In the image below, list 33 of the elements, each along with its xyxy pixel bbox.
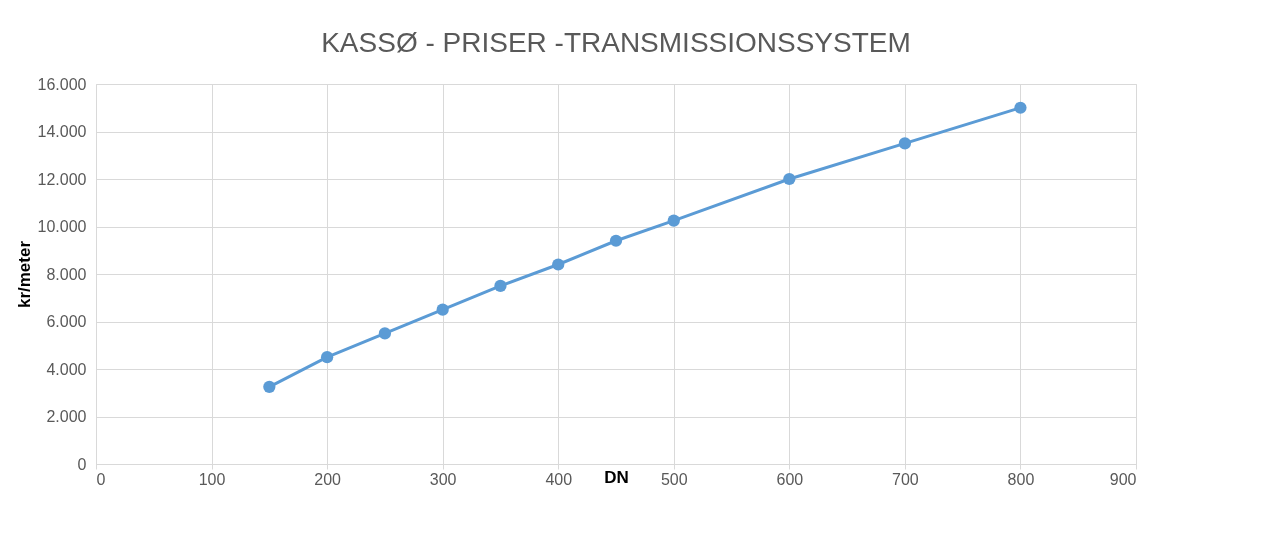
y-axis-title: kr/meter	[14, 240, 34, 309]
y-tick-label: 12.000	[37, 170, 87, 188]
x-tick-label: 500	[660, 470, 688, 488]
point	[667, 214, 680, 227]
x-tick-label: 300	[429, 470, 457, 488]
point	[898, 137, 912, 150]
x-tick-label: 0	[96, 470, 106, 488]
point	[494, 279, 507, 292]
point	[320, 351, 334, 364]
x-tick-label: 700	[892, 470, 919, 488]
x-tick-label: 800	[1007, 470, 1035, 488]
point	[552, 258, 565, 271]
point	[1014, 101, 1027, 114]
y-tick-label: 16.000	[37, 75, 87, 93]
y-tick-label: 2.000	[46, 408, 87, 425]
y-tick-label: 8.000	[46, 265, 87, 283]
x-tick-label: 400	[545, 470, 573, 488]
y-tick-label: 0	[77, 455, 87, 473]
point	[783, 172, 796, 186]
chart-title: KASSØ - PRISER -TRANSMISSIONSSYSTEM	[321, 27, 911, 58]
x-tick-label: 200	[314, 470, 342, 488]
x-axis-title: DN	[604, 467, 629, 487]
y-tick-label: 6.000	[46, 313, 87, 330]
y-tick-label: 14.000	[37, 123, 87, 140]
x-tick-label: 900	[1109, 470, 1137, 488]
y-tick-label: 4.000	[46, 360, 87, 378]
point	[263, 380, 276, 393]
y-tick-label: 10.000	[37, 218, 87, 235]
point	[609, 234, 623, 247]
x-tick-label: 100	[198, 470, 226, 488]
point	[378, 327, 392, 340]
x-tick-label: 600	[776, 470, 804, 488]
point	[436, 303, 449, 316]
